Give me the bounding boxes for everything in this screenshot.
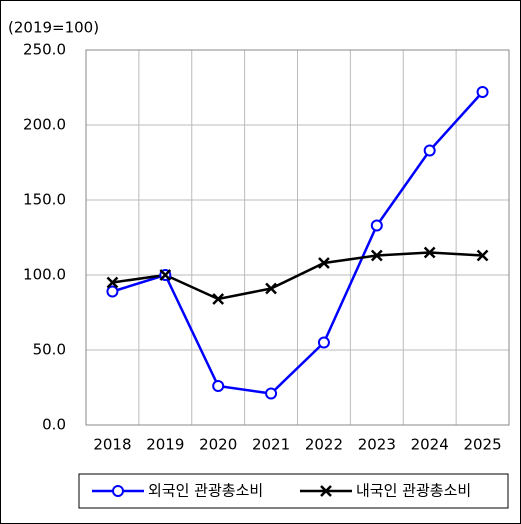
legend-label: 외국인 관광총소비 (148, 482, 263, 500)
marker (370, 219, 383, 232)
marker (423, 246, 436, 259)
marker (265, 282, 277, 295)
y-tick-label: 200.0 (23, 116, 66, 134)
marker (370, 249, 383, 262)
marker (476, 249, 489, 262)
x-tick-label: 2023 (358, 436, 396, 454)
unit-label: (2019=100) (8, 19, 99, 37)
marker (212, 293, 225, 305)
series-line (112, 251, 483, 301)
x-tick-label: 2025 (463, 436, 501, 454)
series-line (112, 91, 484, 395)
marker (106, 285, 119, 298)
marker (423, 144, 436, 157)
x-tick-label: 2019 (146, 436, 184, 454)
marker (159, 269, 172, 281)
legend-label: 내국인 관광총소비 (356, 482, 471, 500)
x-tick-label: 2024 (411, 436, 449, 454)
legend-box (78, 473, 509, 509)
marker (318, 257, 330, 269)
y-tick-label: 100.0 (23, 266, 66, 284)
x-tick-label: 2018 (93, 436, 131, 454)
y-tick-label: 250.0 (23, 41, 66, 59)
marker (476, 86, 489, 98)
y-tick-label: 50.0 (33, 341, 66, 359)
legend-marker (112, 485, 124, 497)
x-tick-label: 2021 (252, 436, 290, 454)
marker (265, 387, 278, 400)
plot-border (85, 49, 510, 426)
y-tick-label: 0.0 (42, 416, 66, 434)
marker (317, 336, 330, 349)
marker (106, 276, 119, 289)
x-tick-label: 2022 (305, 436, 343, 454)
x-tick-label: 2020 (199, 436, 237, 454)
marker (212, 380, 225, 392)
y-tick-label: 150.0 (23, 191, 66, 209)
legend-marker (320, 485, 332, 497)
